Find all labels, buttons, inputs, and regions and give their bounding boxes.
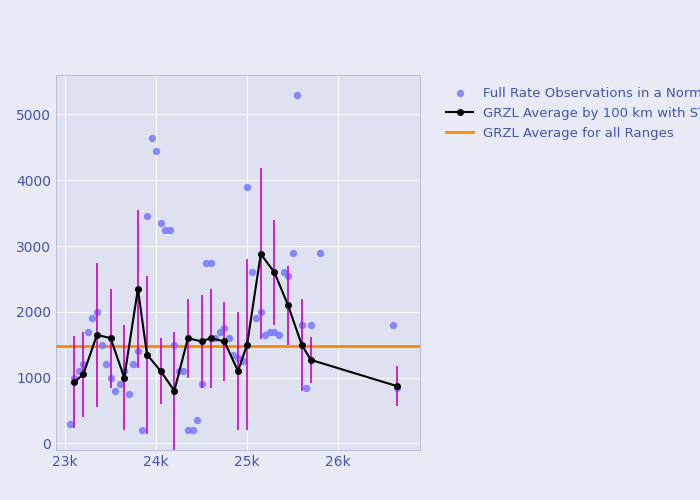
Full Rate Observations in a Normal Point (169, 340, 180, 348)
GRZL Average by 100 km with STD (92, 332, 101, 338)
Full Rate Observations in a Normal Point (305, 321, 316, 329)
Full Rate Observations in a Normal Point (214, 328, 225, 336)
Full Rate Observations in a Normal Point (255, 308, 266, 316)
Full Rate Observations in a Normal Point (232, 354, 244, 362)
Full Rate Observations in a Normal Point (205, 258, 216, 266)
Full Rate Observations in a Normal Point (182, 426, 193, 434)
GRZL Average by 100 km with STD (220, 338, 228, 344)
GRZL Average by 100 km with STD (284, 302, 292, 308)
GRZL Average by 100 km with STD (120, 374, 129, 380)
GRZL Average by 100 km with STD (298, 342, 306, 347)
Full Rate Observations in a Normal Point (118, 367, 130, 375)
Full Rate Observations in a Normal Point (187, 426, 198, 434)
Full Rate Observations in a Normal Point (105, 374, 116, 382)
Full Rate Observations in a Normal Point (178, 367, 189, 375)
GRZL Average by 100 km with STD (170, 388, 178, 394)
Full Rate Observations in a Normal Point (200, 258, 211, 266)
GRZL Average by 100 km with STD (206, 335, 215, 341)
Full Rate Observations in a Normal Point (246, 268, 257, 276)
Full Rate Observations in a Normal Point (287, 248, 298, 256)
Full Rate Observations in a Normal Point (223, 334, 235, 342)
GRZL Average by 100 km with STD (393, 383, 402, 389)
GRZL Average by 100 km with STD (307, 357, 315, 363)
Line: GRZL Average by 100 km with STD: GRZL Average by 100 km with STD (71, 251, 400, 394)
Full Rate Observations in a Normal Point (269, 328, 280, 336)
Full Rate Observations in a Normal Point (100, 360, 111, 368)
GRZL Average by 100 km with STD (79, 372, 88, 378)
Full Rate Observations in a Normal Point (296, 321, 307, 329)
GRZL Average by 100 km with STD (270, 270, 279, 276)
Full Rate Observations in a Normal Point (228, 350, 239, 358)
GRZL Average by 100 km with STD (197, 338, 206, 344)
Full Rate Observations in a Normal Point (160, 226, 171, 234)
GRZL Average by 100 km with STD (243, 342, 251, 347)
GRZL Average by 100 km with STD (106, 335, 115, 341)
Full Rate Observations in a Normal Point (78, 360, 89, 368)
Full Rate Observations in a Normal Point (251, 314, 262, 322)
Full Rate Observations in a Normal Point (210, 334, 221, 342)
GRZL Average by 100 km with STD (234, 368, 242, 374)
Full Rate Observations in a Normal Point (282, 272, 293, 280)
Full Rate Observations in a Normal Point (164, 226, 175, 234)
Full Rate Observations in a Normal Point (146, 134, 157, 141)
Full Rate Observations in a Normal Point (123, 390, 134, 398)
GRZL Average by 100 km with STD (143, 352, 151, 358)
Full Rate Observations in a Normal Point (82, 328, 93, 336)
GRZL Average by 100 km with STD (156, 368, 164, 374)
Full Rate Observations in a Normal Point (96, 340, 107, 348)
GRZL Average by 100 km with STD (134, 286, 142, 292)
Full Rate Observations in a Normal Point (273, 331, 284, 339)
Full Rate Observations in a Normal Point (150, 146, 162, 154)
Full Rate Observations in a Normal Point (87, 314, 98, 322)
Full Rate Observations in a Normal Point (136, 426, 148, 434)
Full Rate Observations in a Normal Point (191, 416, 202, 424)
Full Rate Observations in a Normal Point (291, 90, 302, 98)
Full Rate Observations in a Normal Point (301, 384, 312, 392)
Full Rate Observations in a Normal Point (173, 367, 184, 375)
Full Rate Observations in a Normal Point (114, 380, 125, 388)
GRZL Average by 100 km with STD (256, 251, 265, 257)
Full Rate Observations in a Normal Point (392, 384, 403, 392)
Full Rate Observations in a Normal Point (69, 374, 80, 382)
Full Rate Observations in a Normal Point (264, 328, 275, 336)
Full Rate Observations in a Normal Point (64, 420, 75, 428)
Full Rate Observations in a Normal Point (91, 308, 102, 316)
Full Rate Observations in a Normal Point (196, 380, 207, 388)
Full Rate Observations in a Normal Point (241, 183, 253, 191)
Full Rate Observations in a Normal Point (127, 360, 139, 368)
Full Rate Observations in a Normal Point (314, 248, 326, 256)
Full Rate Observations in a Normal Point (109, 387, 120, 395)
Full Rate Observations in a Normal Point (132, 348, 144, 356)
Full Rate Observations in a Normal Point (387, 321, 398, 329)
Full Rate Observations in a Normal Point (218, 324, 230, 332)
Full Rate Observations in a Normal Point (278, 268, 289, 276)
GRZL Average by 100 km with STD (183, 335, 192, 341)
Full Rate Observations in a Normal Point (141, 212, 153, 220)
GRZL Average by 100 km with STD (70, 379, 78, 385)
Full Rate Observations in a Normal Point (237, 357, 248, 365)
Full Rate Observations in a Normal Point (155, 219, 166, 227)
Full Rate Observations in a Normal Point (74, 367, 84, 375)
Full Rate Observations in a Normal Point (260, 331, 271, 339)
Legend: Full Rate Observations in a Normal Point, GRZL Average by 100 km with STD, GRZL : Full Rate Observations in a Normal Point… (441, 82, 700, 146)
